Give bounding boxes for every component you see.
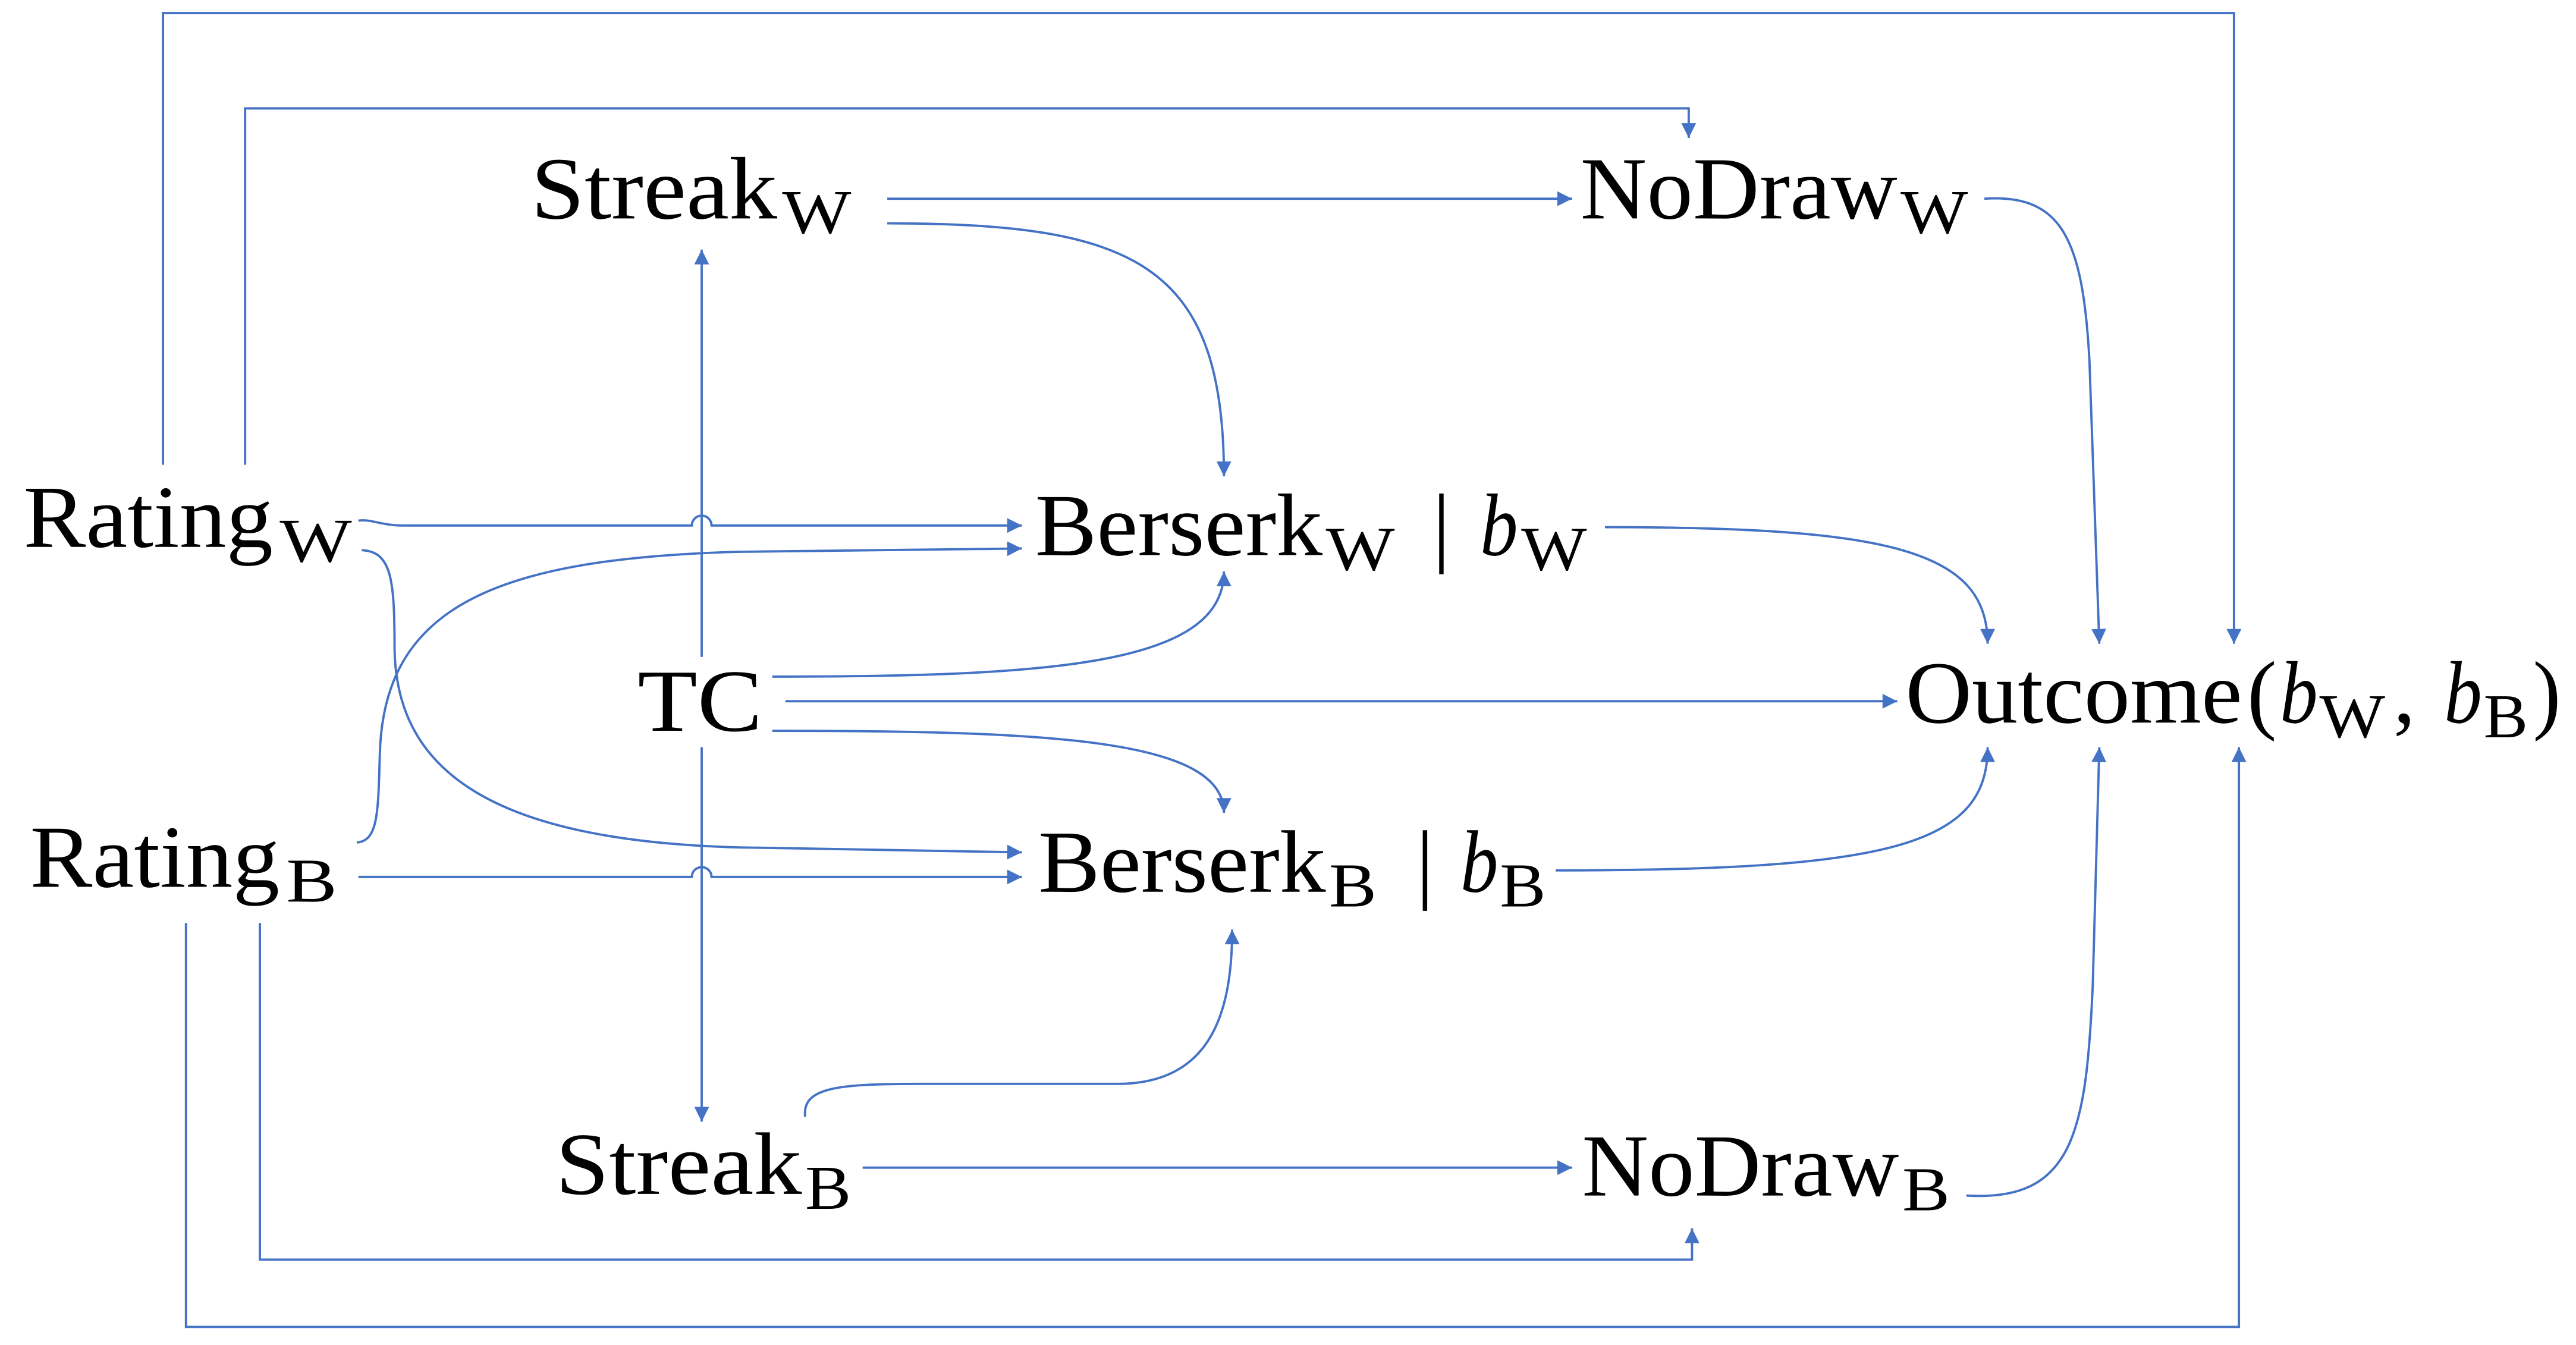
node-outcome-close-paren: ) [2533,644,2561,742]
edge-berserk-b-to-outcome [1556,747,1995,872]
node-outcome: Outcome ( b W , b B ) [1905,644,2561,751]
edge-rating-w-to-nodraw-w [244,107,1697,465]
node-nodraw-w-label: NoDraw [1581,140,1898,238]
node-berserk-w-subscript: W [1326,514,1395,583]
edge-rating-b-to-berserk-w [356,541,1022,844]
node-outcome-variable-1: b [2280,644,2318,742]
node-nodraw-b: NoDraw B [1582,1117,1950,1224]
node-berserk-w-separator: | [1432,477,1450,575]
node-berserk-w-variable-subscript: W [1521,514,1587,583]
edge-nodraw-b-to-outcome [1966,747,2107,1198]
node-berserk-b-label: Berserk [1038,813,1326,912]
node-berserk-w-label: Berserk [1035,477,1323,575]
edge-rating-w-to-outcome [162,12,2242,644]
node-outcome-variable-2: b [2444,644,2482,742]
node-berserk-w-variable: b [1480,477,1518,575]
node-nodraw-w-subscript: W [1900,177,1968,247]
node-rating-b-label: Rating [30,808,279,906]
edge-rating-w-to-berserk-b [362,549,1022,860]
node-outcome-variable-2-subscript: B [2484,681,2528,751]
node-outcome-variable-1-subscript: W [2319,681,2385,751]
node-rating-w-subscript: W [279,506,352,576]
node-streak-w-subscript: W [782,177,851,247]
node-berserk-b-separator: | [1416,813,1434,912]
node-berserk-b-variable: b [1460,813,1499,912]
node-rating-b-subscript: B [286,846,337,915]
node-berserk-b-subscript: B [1329,851,1377,920]
node-outcome-label: Outcome [1905,644,2242,742]
node-rating-w-label: Rating [23,469,273,567]
node-nodraw-b-subscript: B [1902,1155,1950,1224]
edge-rating-b-to-berserk-b [358,866,1022,885]
edge-tc-to-berserk-b [772,730,1232,813]
node-berserk-b-variable-subscript: B [1500,851,1545,920]
node-berserk-w: Berserk W | b W [1035,477,1587,584]
node-nodraw-w: NoDraw W [1581,140,1968,247]
node-streak-b: Streak B [555,1115,851,1223]
node-streak-w: Streak W [531,140,852,247]
node-rating-b: Rating B [30,808,337,915]
edge-streak-w-to-berserk-w [887,222,1232,476]
edge-rating-b-to-outcome [184,747,2247,1328]
edge-berserk-w-to-outcome [1605,526,1995,644]
node-berserk-b: Berserk B | b B [1038,813,1545,920]
edge-nodraw-w-to-outcome [1984,197,2106,644]
edge-rating-b-to-nodraw-b [259,923,1699,1261]
edges [162,12,2247,1328]
node-streak-b-subscript: B [805,1153,851,1223]
edge-rating-w-to-berserk-w [358,514,1022,533]
node-nodraw-b-label: NoDraw [1582,1117,1899,1215]
node-tc-label: TC [637,652,762,750]
node-streak-w-label: Streak [531,140,778,238]
node-rating-w: Rating W [23,469,351,576]
node-outcome-open-paren: ( [2247,644,2277,742]
node-tc: TC [637,652,762,750]
edge-streak-b-to-berserk-b [803,929,1240,1117]
node-streak-b-label: Streak [555,1115,802,1214]
node-outcome-comma: , [2393,644,2415,742]
edge-tc-to-berserk-w [772,571,1232,678]
